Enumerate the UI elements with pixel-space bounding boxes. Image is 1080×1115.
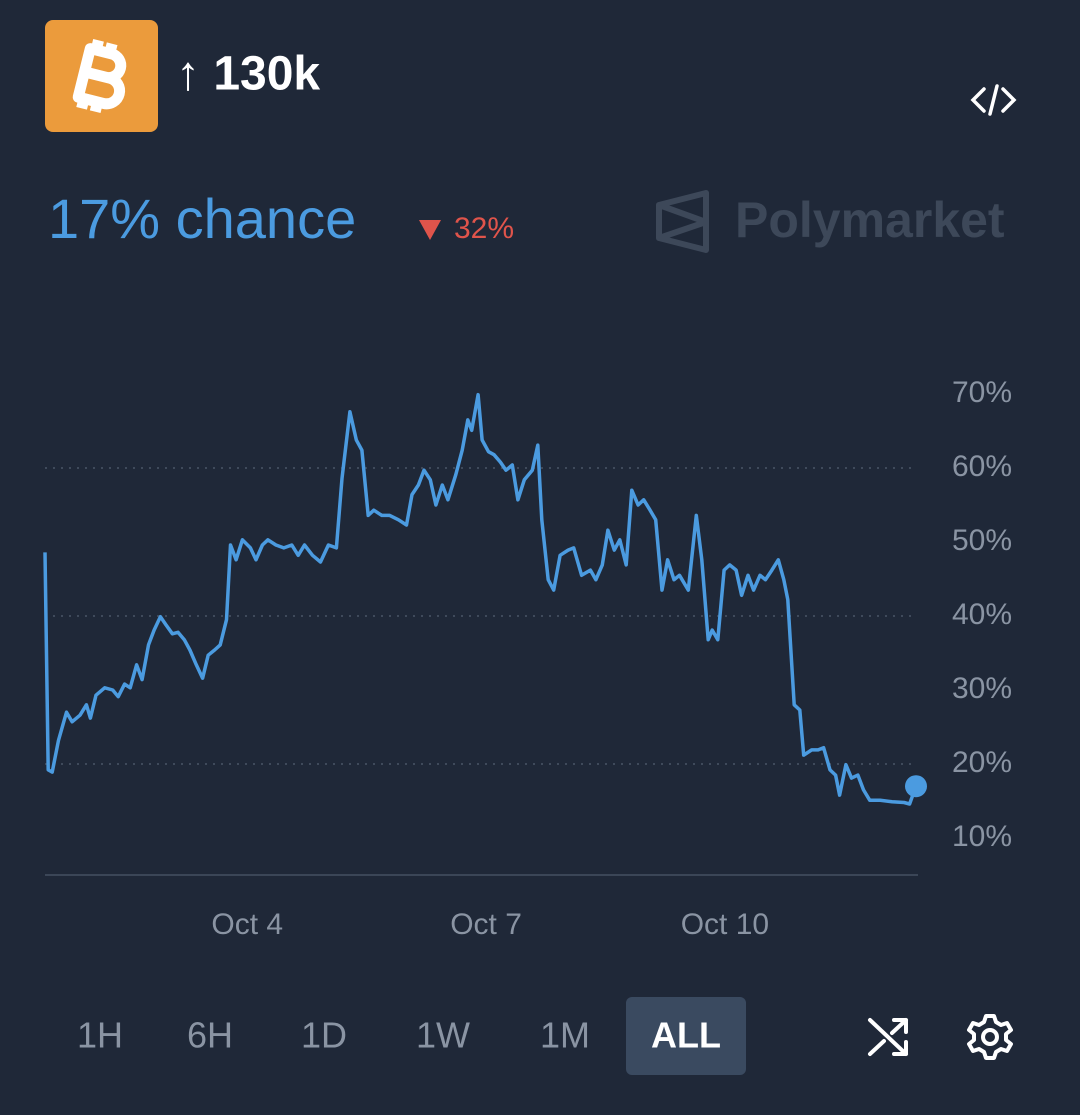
x-tick-label: Oct 7 (450, 908, 522, 941)
embed-icon[interactable] (970, 84, 1017, 116)
y-tick-label: 60% (952, 450, 1012, 483)
chance: 17% chance (48, 187, 356, 250)
y-tick-label: 70% (952, 376, 1012, 409)
down-arrow (419, 220, 441, 240)
brand: Polymarket (735, 192, 1005, 248)
range-button[interactable]: 1W (416, 1015, 470, 1056)
y-tick-label: 40% (952, 598, 1012, 631)
range-button[interactable]: ALL (651, 1015, 721, 1056)
shuffle-icon[interactable] (868, 1018, 908, 1056)
btc-icon (45, 20, 158, 132)
y-tick-label: 30% (952, 672, 1012, 705)
x-tick-label: Oct 4 (211, 908, 283, 941)
active-range-bg (626, 997, 746, 1075)
y-tick-label: 10% (952, 820, 1012, 853)
last-point (905, 775, 927, 798)
x-tick-label: Oct 10 (681, 908, 769, 941)
market-title: ↑ 130k (176, 48, 320, 101)
range-button[interactable]: 1H (77, 1015, 123, 1056)
y-tick-label: 50% (952, 524, 1012, 557)
range-button[interactable]: 6H (187, 1015, 233, 1056)
brand-logo (656, 190, 709, 253)
change: 32% (454, 212, 514, 245)
y-tick-label: 20% (952, 746, 1012, 779)
range-button[interactable]: 1M (540, 1015, 590, 1056)
range-button[interactable]: 1D (301, 1015, 347, 1056)
price-line (43, 392, 918, 806)
settings-icon[interactable] (967, 1014, 1013, 1060)
